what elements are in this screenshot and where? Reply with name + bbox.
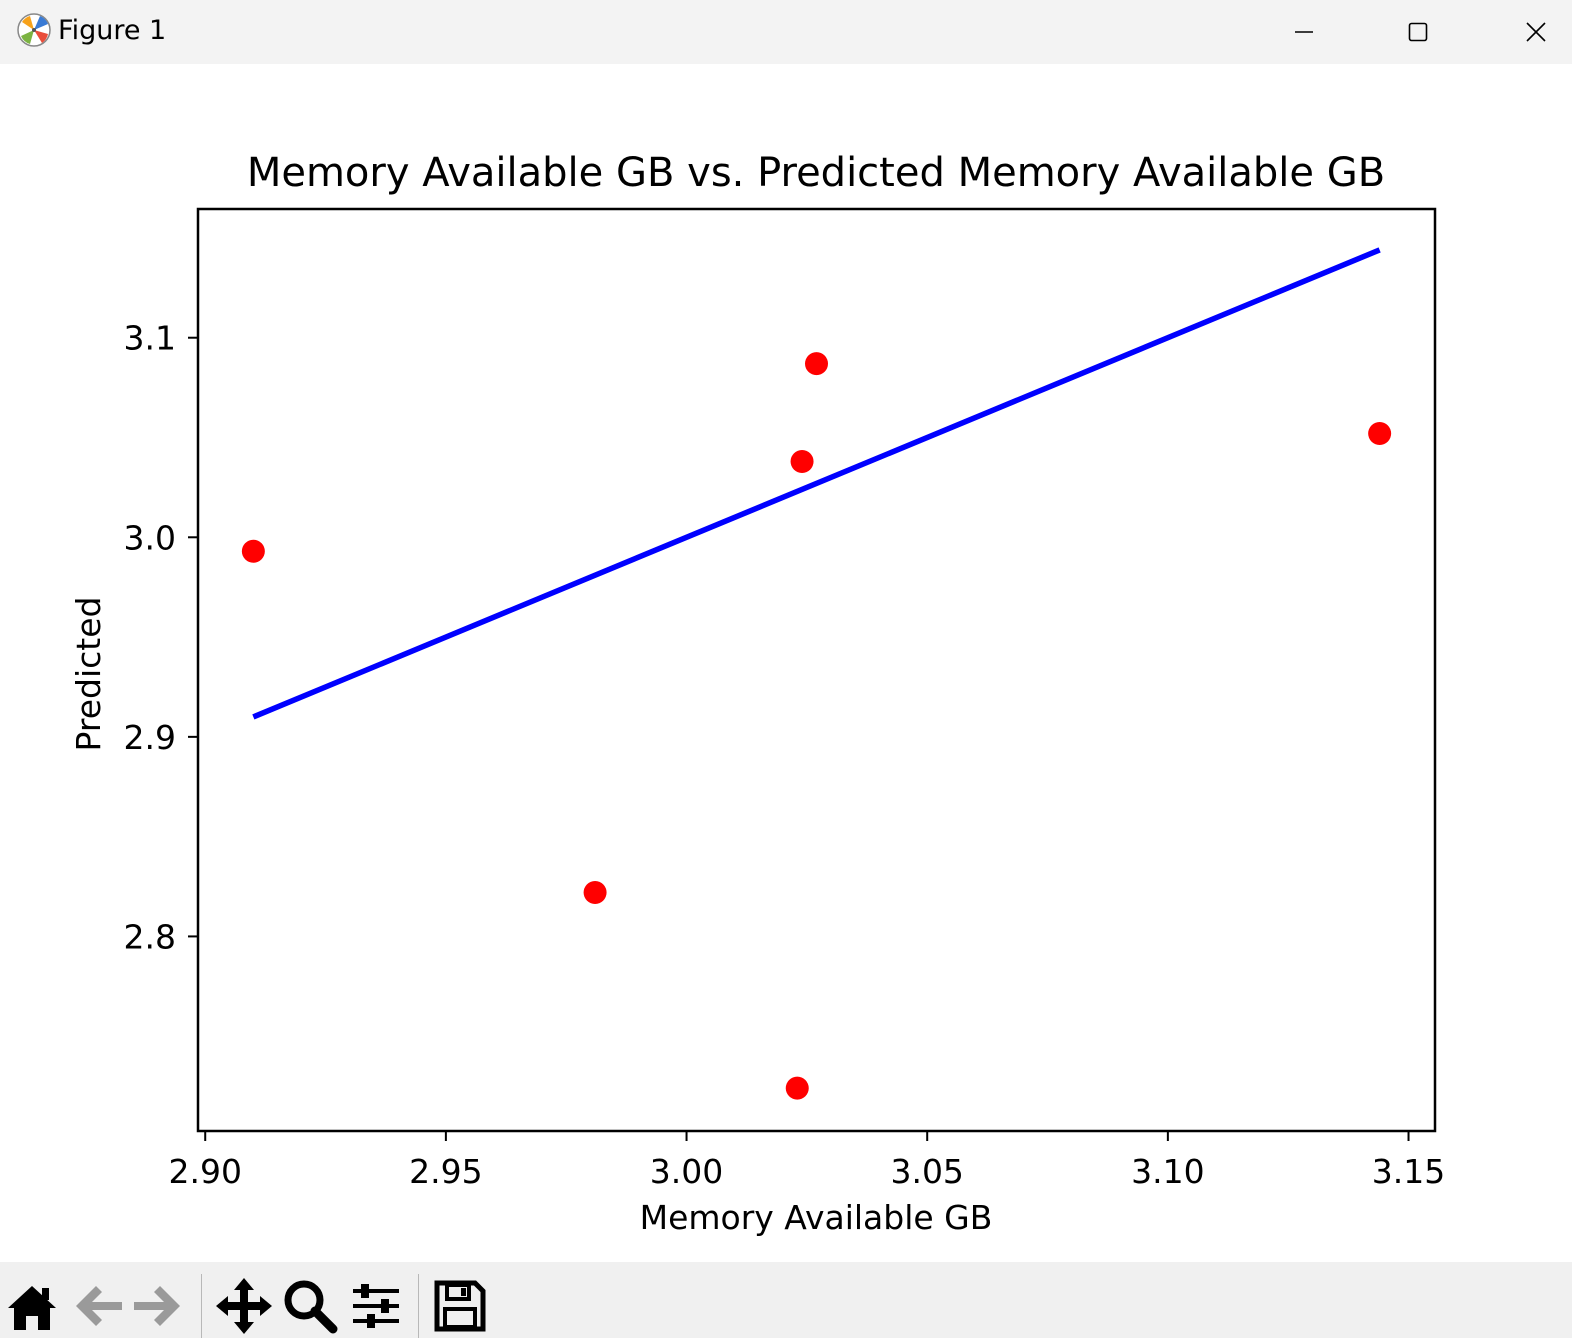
y-axis-label: Predicted bbox=[69, 597, 108, 752]
home-icon bbox=[8, 1286, 56, 1330]
y-tick-label: 3.0 bbox=[124, 518, 176, 557]
x-axis: 2.90 2.95 3.00 3.05 3.10 3.15 bbox=[168, 1131, 1445, 1191]
close-button[interactable] bbox=[1486, 0, 1572, 64]
data-point-3 bbox=[785, 1076, 809, 1100]
matplotlib-logo-icon bbox=[16, 12, 52, 48]
x-tick-label: 2.90 bbox=[168, 1152, 241, 1191]
toolbar-separator bbox=[418, 1274, 419, 1338]
pan-button[interactable] bbox=[214, 1276, 274, 1336]
x-tick-label: 3.00 bbox=[650, 1152, 723, 1191]
configure-subplots-icon bbox=[353, 1284, 399, 1328]
back-arrow-icon bbox=[76, 1286, 122, 1326]
y-tick-label: 2.9 bbox=[124, 718, 176, 757]
data-point-5 bbox=[805, 352, 828, 376]
scatter-chart: Memory Available GB vs. Predicted Memory… bbox=[69, 150, 1445, 1237]
window-title: Figure 1 bbox=[58, 15, 167, 46]
back-button[interactable] bbox=[68, 1276, 128, 1336]
home-button[interactable] bbox=[2, 1276, 62, 1336]
data-point-2 bbox=[583, 881, 607, 905]
x-tick-label: 3.15 bbox=[1372, 1152, 1445, 1191]
axes-frame bbox=[196, 207, 1437, 1133]
plot-area bbox=[241, 247, 1392, 1100]
x-tick-label: 3.05 bbox=[890, 1152, 963, 1191]
x-axis-label: Memory Available GB bbox=[640, 1198, 993, 1237]
save-button[interactable] bbox=[430, 1276, 490, 1336]
y-tick-label: 2.8 bbox=[124, 917, 176, 956]
regression-line bbox=[252, 247, 1381, 720]
data-point-1 bbox=[241, 539, 265, 563]
forward-button[interactable] bbox=[128, 1276, 188, 1336]
x-tick-label: 3.10 bbox=[1131, 1152, 1204, 1191]
configure-subplots-button[interactable] bbox=[346, 1276, 406, 1336]
forward-arrow-icon bbox=[134, 1286, 180, 1326]
maximize-button[interactable] bbox=[1368, 0, 1468, 64]
y-axis: 2.8 2.9 3.0 3.1 bbox=[124, 319, 198, 956]
minimize-icon bbox=[1295, 31, 1313, 33]
navigation-toolbar bbox=[0, 1262, 1572, 1338]
save-floppy-icon bbox=[434, 1280, 486, 1332]
chart-title: Memory Available GB vs. Predicted Memory… bbox=[247, 150, 1385, 196]
x-tick-label: 2.95 bbox=[409, 1152, 482, 1191]
figure-canvas[interactable]: Memory Available GB vs. Predicted Memory… bbox=[0, 64, 1572, 1262]
close-icon bbox=[1526, 22, 1546, 42]
maximize-icon bbox=[1408, 22, 1428, 42]
zoom-magnifier-icon bbox=[284, 1280, 338, 1334]
pan-move-icon bbox=[216, 1278, 272, 1334]
title-bar: Figure 1 bbox=[0, 0, 1572, 64]
data-point-4 bbox=[790, 449, 814, 473]
toolbar-separator bbox=[201, 1274, 202, 1338]
zoom-button[interactable] bbox=[280, 1276, 340, 1336]
data-point-6 bbox=[1368, 422, 1392, 446]
y-tick-label: 3.1 bbox=[124, 319, 176, 358]
minimize-button[interactable] bbox=[1254, 0, 1354, 64]
